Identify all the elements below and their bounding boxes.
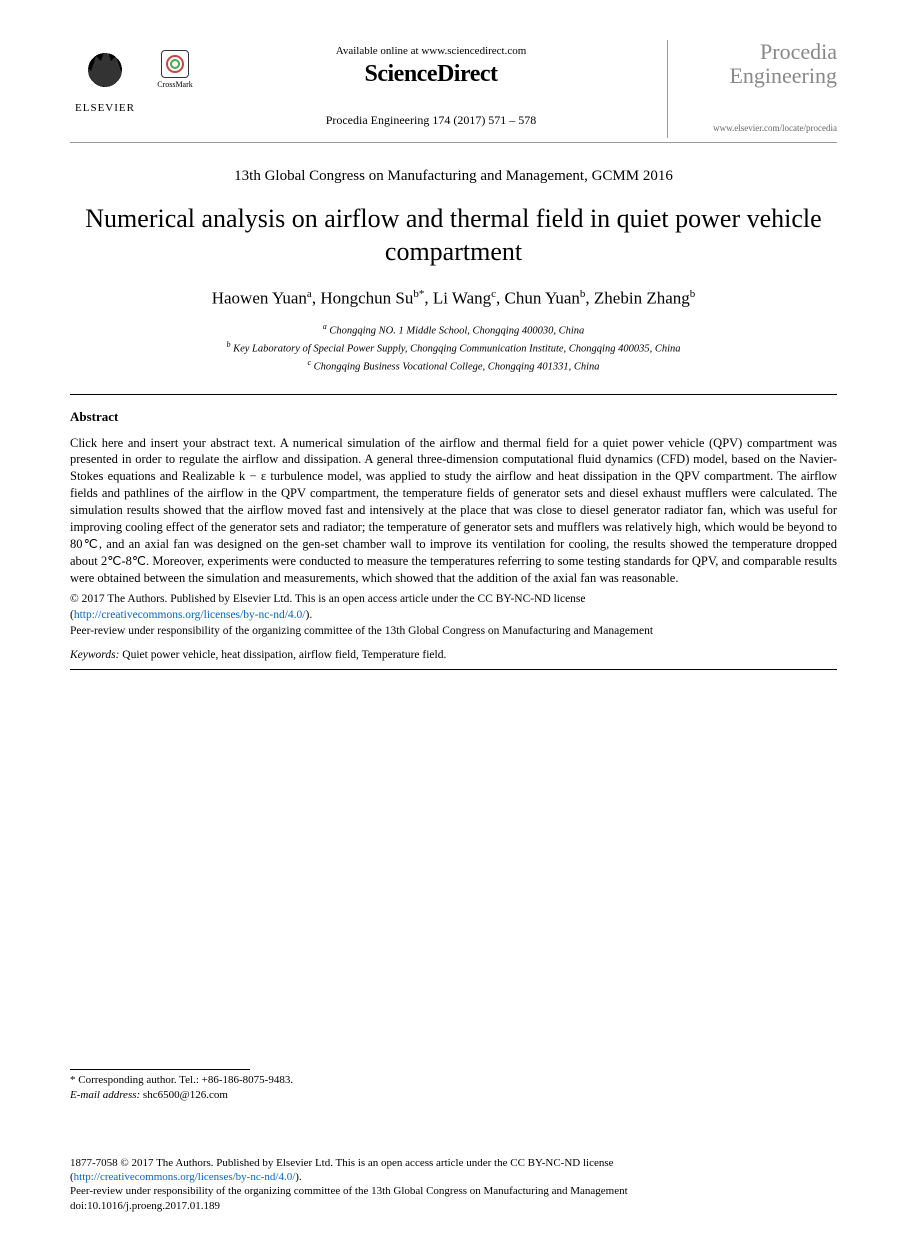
- footer: 1877-7058 © 2017 The Authors. Published …: [70, 1156, 837, 1213]
- journal-name-2: Engineering: [729, 63, 837, 88]
- citation-line: Procedia Engineering 174 (2017) 571 – 57…: [195, 113, 667, 128]
- journal-name: Procedia Engineering: [683, 40, 837, 88]
- crossmark-label: CrossMark: [157, 80, 193, 89]
- affiliation-c: c Chongqing Business Vocational College,…: [70, 357, 837, 375]
- keywords-text: Quiet power vehicle, heat dissipation, a…: [119, 649, 446, 661]
- elsevier-label: ELSEVIER: [75, 102, 135, 114]
- header-right: Procedia Engineering www.elsevier.com/lo…: [667, 40, 837, 138]
- rule-below-keywords: [70, 669, 837, 670]
- copyright-line2: Peer-review under responsibility of the …: [70, 625, 653, 637]
- copyright-block: © 2017 The Authors. Published by Elsevie…: [70, 592, 837, 639]
- crossmark-icon: [161, 50, 189, 78]
- keywords-label: Keywords:: [70, 649, 119, 661]
- header-center: Available online at www.sciencedirect.co…: [195, 40, 667, 128]
- article-title: Numerical analysis on airflow and therma…: [70, 203, 837, 268]
- crossmark-badge[interactable]: CrossMark: [155, 50, 195, 89]
- copyright-line1: © 2017 The Authors. Published by Elsevie…: [70, 593, 586, 605]
- footer-peer-review: Peer-review under responsibility of the …: [70, 1185, 628, 1197]
- license-link[interactable]: http://creativecommons.org/licenses/by-n…: [74, 609, 306, 621]
- affiliation-a: a Chongqing NO. 1 Middle School, Chongqi…: [70, 321, 837, 339]
- affiliations: a Chongqing NO. 1 Middle School, Chongqi…: [70, 321, 837, 376]
- rule-above-abstract: [70, 394, 837, 395]
- affiliation-b: b Key Laboratory of Special Power Supply…: [70, 339, 837, 357]
- corresponding-email: shc6500@126.com: [140, 1089, 228, 1101]
- top-divider: [70, 142, 837, 143]
- conference-name: 13th Global Congress on Manufacturing an…: [70, 168, 837, 185]
- footer-issn: 1877-7058 © 2017 The Authors. Published …: [70, 1157, 614, 1169]
- corresponding-line1: * Corresponding author. Tel.: +86-186-80…: [70, 1074, 293, 1086]
- header-left: ELSEVIER CrossMark: [70, 40, 195, 114]
- corresponding-author: * Corresponding author. Tel.: +86-186-80…: [70, 1069, 250, 1103]
- available-online-text: Available online at www.sciencedirect.co…: [195, 45, 667, 57]
- keywords-line: Keywords: Quiet power vehicle, heat diss…: [70, 649, 837, 661]
- abstract-text: Click here and insert your abstract text…: [70, 435, 837, 587]
- journal-name-1: Procedia: [760, 39, 837, 64]
- footer-license-link[interactable]: http://creativecommons.org/licenses/by-n…: [74, 1171, 296, 1183]
- footer-doi: doi:10.1016/j.proeng.2017.01.189: [70, 1200, 220, 1212]
- authors-list: Haowen Yuana, Hongchun Sub*, Li Wangc, C…: [70, 288, 837, 309]
- abstract-heading: Abstract: [70, 409, 837, 425]
- header-row: ELSEVIER CrossMark Available online at w…: [70, 40, 837, 138]
- journal-url: www.elsevier.com/locate/procedia: [683, 123, 837, 133]
- elsevier-tree-icon: [75, 40, 135, 100]
- email-label: E-mail address:: [70, 1089, 140, 1101]
- elsevier-logo: ELSEVIER: [70, 40, 140, 114]
- sciencedirect-logo: ScienceDirect: [195, 61, 667, 88]
